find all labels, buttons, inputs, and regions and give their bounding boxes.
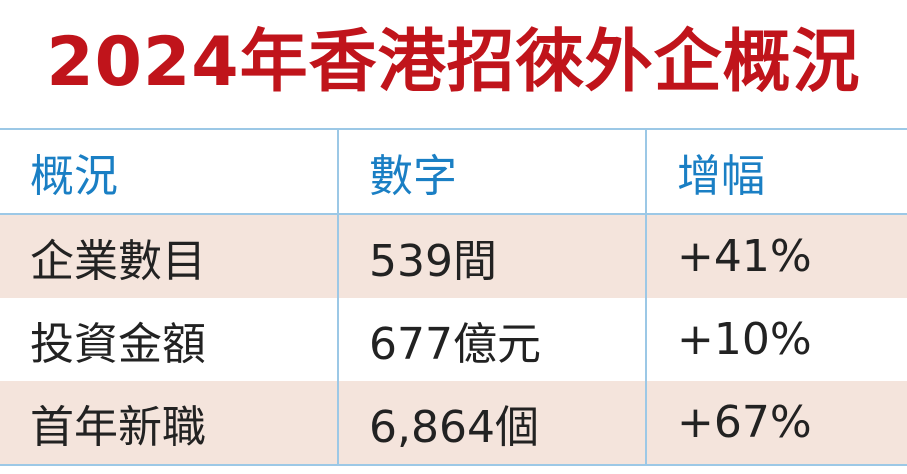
cell: 677億元 — [337, 298, 647, 381]
cell: 首年新職 — [0, 381, 339, 466]
header-cell: 增幅 — [645, 128, 907, 215]
cell: +41% — [645, 214, 907, 298]
table-row: 首年新職 6,864個 +67% — [0, 381, 907, 466]
cell: 539間 — [337, 214, 647, 298]
data-table: 概況 數字 增幅 企業數目 539間 +41% 投資金額 677億元 +10% … — [0, 128, 907, 466]
table-row: 投資金額 677億元 +10% — [0, 298, 907, 381]
header-cell: 概況 — [0, 128, 339, 215]
cell: 企業數目 — [0, 214, 339, 298]
cell: 6,864個 — [337, 381, 647, 466]
title: 2024年香港招徠外企概況 — [46, 23, 861, 102]
cell: 投資金額 — [0, 298, 339, 381]
header-cell: 數字 — [337, 128, 647, 215]
table-row: 企業數目 539間 +41% — [0, 214, 907, 298]
cell: +67% — [645, 381, 907, 466]
cell: +10% — [645, 298, 907, 381]
header-row: 概況 數字 增幅 — [0, 128, 907, 215]
